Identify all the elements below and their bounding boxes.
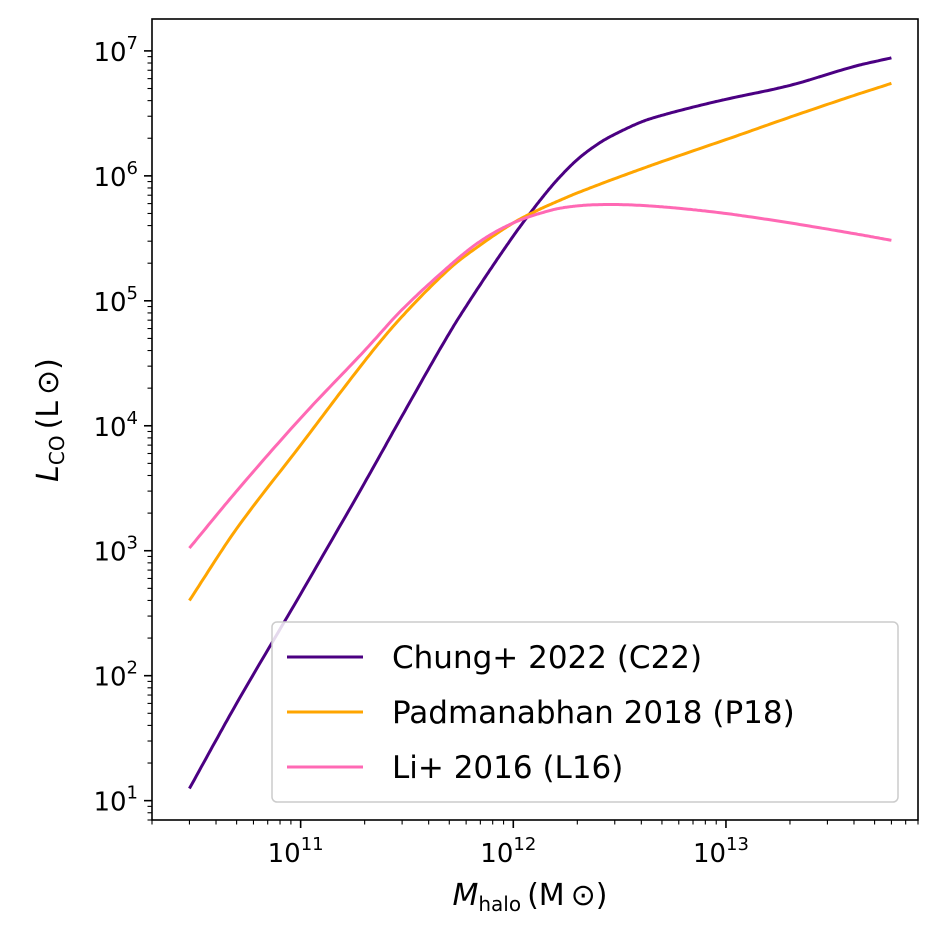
- x-axis-label-main: M: [452, 878, 478, 913]
- series-line-1: [188, 81, 892, 602]
- y-tick-label: 102: [93, 658, 138, 693]
- x-axis-label-sub: halo: [478, 892, 521, 916]
- y-tick-label: 101: [93, 783, 138, 818]
- ticks: 1011 1012 1013 101 102 103 104 105 106 107: [93, 33, 919, 869]
- y-tick-label: 104: [93, 408, 138, 443]
- legend: Chung+ 2022 (C22) Padmanabhan 2018 (P18)…: [271, 621, 899, 803]
- x-tick-label: 1012: [480, 834, 536, 869]
- series-line-0: [188, 56, 892, 790]
- y-axis-label-unit: (L ⊙): [31, 358, 66, 429]
- axes-frame: [151, 18, 919, 821]
- x-tick-label: 1013: [693, 834, 749, 869]
- y-axis-label: LCO (L ⊙): [31, 358, 69, 482]
- x-tick-label: 1011: [268, 834, 324, 869]
- y-tick-label: 106: [93, 158, 138, 193]
- series-line-2: [188, 203, 892, 550]
- series-lines: [188, 56, 892, 790]
- plot-frame: [151, 18, 919, 821]
- y-axis-label-main: L: [31, 465, 66, 482]
- y-tick-label: 105: [93, 283, 138, 318]
- x-axis-label-unit: (M ⊙): [527, 878, 607, 913]
- y-tick-label: 107: [93, 33, 138, 68]
- legend-label-p18: Padmanabhan 2018 (P18): [392, 695, 795, 731]
- legend-box: [271, 621, 899, 803]
- legend-label-c22: Chung+ 2022 (C22): [392, 640, 702, 676]
- y-tick-label: 103: [93, 533, 138, 568]
- legend-label-l16: Li+ 2016 (L16): [392, 750, 623, 786]
- y-axis-label-sub: CO: [45, 435, 69, 465]
- x-axis-label: Mhalo (M ⊙): [452, 878, 607, 916]
